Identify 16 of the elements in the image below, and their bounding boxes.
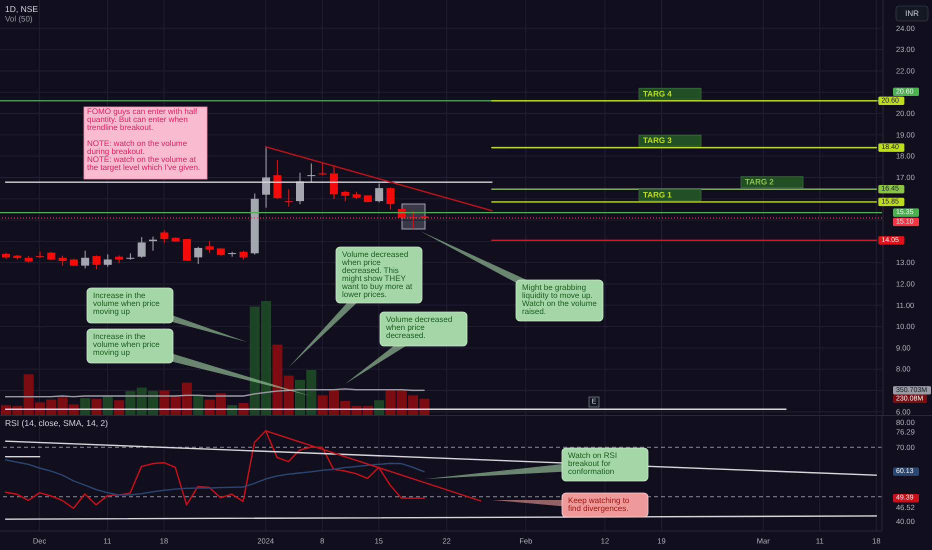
annotation: Keep watching to find divergences. — [568, 496, 630, 513]
annotation: Might be grabbing liquidity to move up. Watch on the volume raised. — [522, 283, 597, 316]
series-label: TARG 3 — [643, 136, 672, 146]
series-label: TARG 2 — [745, 178, 774, 187]
annotation: FOMO guys can enter with half quantity. But can enter when trendline breakout. NOTE: watch on the volume during breakout. NOTE: watch on the volume at the target level which I've given. — [87, 107, 202, 172]
series-label: TARG 1 — [643, 190, 672, 200]
annotation: Volume decreased when price decreased. This might show THEY want to buy more at lower prices. — [342, 250, 414, 299]
text: INR — [905, 9, 920, 18]
series-label: TARG 4 — [643, 89, 672, 98]
annotation: Increase in the volume when price moving up — [93, 291, 161, 316]
text: Vol (50) — [5, 14, 33, 24]
annotation: Watch on RSI breakout for conformation — [568, 451, 618, 476]
text: 1D, NSE — [5, 4, 38, 14]
annotation: Increase in the volume when price moving up — [93, 332, 161, 357]
annotation: Volume decreased when price decreased. — [386, 315, 454, 340]
chart-title: RSI (14, close, SMA, 14, 2) — [5, 418, 108, 428]
